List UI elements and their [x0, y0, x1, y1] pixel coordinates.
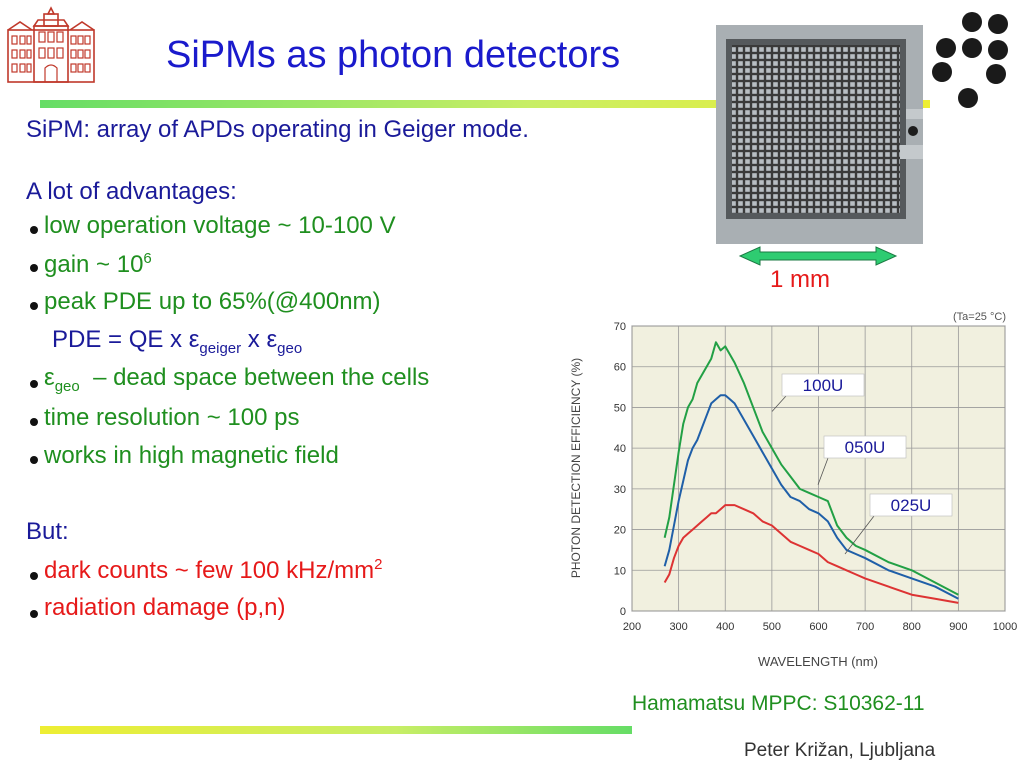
x-tick-label: 300 — [669, 621, 687, 633]
y-tick-label: 0 — [620, 606, 626, 618]
callout-box — [823, 435, 907, 459]
callout-100U: 100U — [771, 373, 865, 412]
x-tick-label: 200 — [623, 621, 641, 633]
advantage-item: works in high magnetic field — [44, 442, 339, 469]
callout-leader — [844, 515, 875, 555]
advantage-item: time resolution ~ 100 ps — [44, 404, 300, 431]
y-tick-label: 40 — [614, 443, 626, 455]
advantage-item: gain ~ 106 — [44, 250, 152, 279]
y-tick-label: 50 — [614, 402, 626, 414]
bullet-marker — [30, 226, 38, 234]
x-axis-label: WAVELENGTH (nm) — [758, 654, 878, 669]
figure-caption: Hamamatsu MPPC: S10362-11 — [632, 692, 925, 715]
temperature-annotation: (Ta=25 °C) — [953, 311, 1006, 323]
callout-leader — [817, 457, 829, 485]
title-underline — [40, 100, 930, 108]
pde-formula-sub-geo: geo — [277, 339, 303, 357]
bullet-marker — [30, 380, 38, 388]
bullet-marker — [30, 456, 38, 464]
callout-leader — [771, 395, 787, 412]
series-lines — [663, 341, 959, 604]
series-line-050U — [663, 394, 959, 600]
scale-arrow-icon — [738, 246, 898, 266]
bullet-marker — [30, 610, 38, 618]
callout-050U: 050U — [817, 435, 907, 485]
y-tick-label: 10 — [614, 565, 626, 577]
pde-chart: 200 300 400 500 600 700 800 900 1000 0 10 20 30 40 50 6… — [569, 311, 1017, 669]
dot-pattern-icon — [932, 12, 1008, 108]
x-tick-label: 800 — [903, 621, 921, 633]
advantage-item: εgeo – dead space between the cells — [44, 364, 429, 395]
y-tick-label: 60 — [614, 362, 626, 374]
area-exponent: 2 — [374, 556, 383, 573]
callout-box — [869, 493, 953, 517]
x-tick-label: 900 — [949, 621, 967, 633]
footer-author: Peter Križan, Ljubljana — [744, 740, 936, 761]
series-label: 050U — [845, 438, 886, 457]
bullet-marker — [30, 572, 38, 580]
series-line-025U — [663, 504, 959, 604]
advantages-heading: A lot of advantages: — [26, 178, 237, 205]
footer-rule — [40, 726, 632, 734]
dead-space-text: – dead space between the cells — [79, 364, 430, 391]
callout-025U: 025U — [844, 493, 953, 555]
epsilon-sub-geo: geo — [54, 377, 80, 395]
x-tick-label: 500 — [763, 621, 781, 633]
x-tick-label: 700 — [856, 621, 874, 633]
advantage-item: peak PDE up to 65%(@400nm) — [44, 288, 381, 315]
bullet-marker — [30, 418, 38, 426]
pde-formula: PDE = QE x εgeiger x εgeo — [52, 326, 302, 357]
bullet-marker — [30, 264, 38, 272]
pde-formula-mid: x ε — [241, 326, 278, 353]
bullet-marker — [30, 302, 38, 310]
callout-box — [781, 373, 865, 397]
series-label: 025U — [891, 496, 932, 515]
disadvantage-item: dark counts ~ few 100 kHz/mm2 — [44, 556, 382, 585]
disadvantage-item-text: dark counts ~ few 100 kHz/mm — [44, 557, 375, 584]
series-label: 100U — [803, 376, 844, 395]
tick-labels: 200 300 400 500 600 700 800 900 1000 0 10 20 30 40 50 6… — [614, 321, 1017, 633]
advantage-item-text: gain ~ 10 — [44, 251, 144, 278]
grid — [631, 325, 1006, 612]
disadvantage-item: radiation damage (p,n) — [44, 594, 286, 621]
series-line-100U — [663, 341, 959, 596]
scale-label: 1 mm — [770, 266, 830, 293]
series-callouts: 100U 050U 025U — [771, 373, 953, 555]
sipm-chip-photo — [716, 25, 923, 244]
y-axis-label: PHOTON DETECTION EFFICIENCY (%) — [569, 358, 583, 578]
slide-title: SiPMs as photon detectors — [166, 34, 621, 76]
x-tick-label: 400 — [716, 621, 734, 633]
university-building-logo — [7, 6, 95, 83]
pde-formula-sub-geiger: geiger — [199, 339, 242, 357]
x-tick-label: 1000 — [993, 621, 1017, 633]
epsilon-symbol: ε — [44, 364, 55, 391]
intro-text: SiPM: array of APDs operating in Geiger … — [26, 116, 529, 143]
gain-exponent: 6 — [143, 250, 152, 267]
y-tick-label: 20 — [614, 525, 626, 537]
pde-formula-lead: PDE = QE x ε — [52, 326, 200, 353]
x-tick-label: 600 — [809, 621, 827, 633]
but-heading: But: — [26, 518, 69, 545]
advantage-item: low operation voltage ~ 10-100 V — [44, 212, 396, 239]
y-tick-label: 30 — [614, 484, 626, 496]
y-tick-label: 70 — [614, 321, 626, 333]
